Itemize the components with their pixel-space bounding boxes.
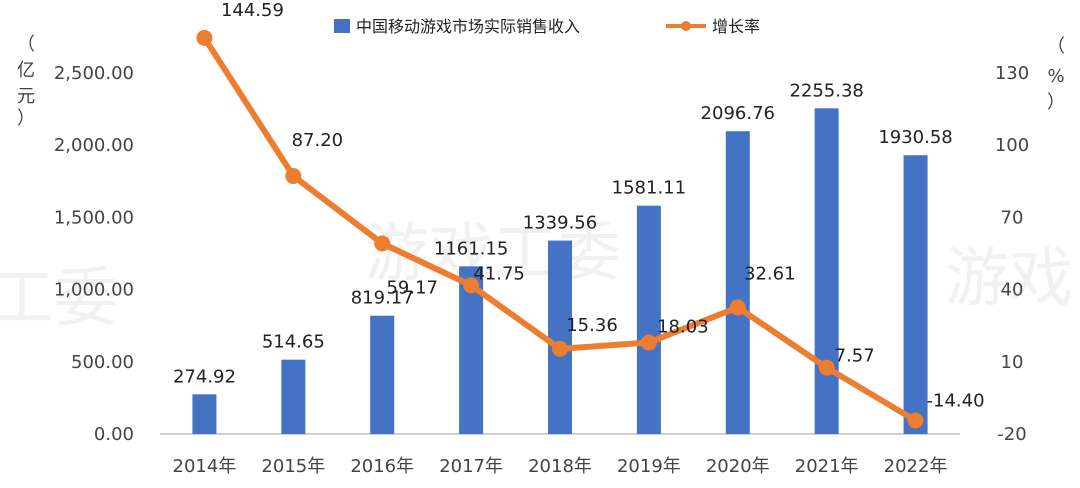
growth-rate-marker [196, 29, 213, 46]
x-axis-tick-label: 2015年 [261, 456, 325, 477]
bar-data-label: 274.92 [173, 366, 236, 387]
growth-rate-marker [907, 412, 924, 429]
right-unit-char: ） [1047, 92, 1065, 113]
line-data-label: 18.03 [657, 316, 709, 337]
line-data-label: 87.20 [292, 130, 344, 151]
growth-rate-marker [463, 277, 480, 294]
left-axis-tick-label: 2,000.00 [54, 135, 134, 156]
growth-rate-marker [374, 235, 391, 252]
bar [814, 108, 839, 435]
bar-data-label: 1339.56 [523, 213, 597, 234]
legend-label-bar: 中国移动游戏市场实际销售收入 [356, 17, 580, 36]
growth-rate-marker [818, 359, 835, 376]
left-axis-tick-label: 0.00 [94, 424, 134, 445]
left-unit-char: 亿 [17, 60, 35, 81]
line-data-label: 41.75 [473, 263, 525, 284]
left-unit-char: （ [17, 34, 35, 55]
bar [192, 394, 217, 434]
x-axis-tick-label: 2021年 [795, 456, 859, 477]
line-data-label: 144.59 [221, 0, 284, 21]
bar [370, 315, 395, 434]
bar-data-label: 1581.11 [612, 178, 686, 199]
x-axis-tick-label: 2017年 [439, 456, 503, 477]
right-axis-tick-label: -20 [997, 424, 1026, 445]
bar [548, 240, 572, 434]
left-unit-char: 元 [17, 86, 35, 107]
right-axis-unit: （ % ） [1047, 36, 1065, 113]
left-unit-char: ） [17, 108, 35, 129]
right-axis-tick-label: 100 [995, 135, 1029, 156]
left-axis-tick-label: 500.00 [71, 352, 134, 373]
plot-area: 0.00 500.00 1,000.00 1,500.00 2,000.00 2,500.… [54, 0, 1029, 477]
growth-rate-marker [552, 340, 568, 357]
x-axis-tick-label: 2018年 [528, 456, 592, 477]
watermark-left: 工委 [0, 262, 118, 336]
x-axis-tick-label: 2019年 [617, 456, 681, 477]
bar-data-label: 819.17 [351, 288, 414, 309]
bar-data-label: 1161.15 [434, 238, 508, 259]
left-axis-tick-label: 1,000.00 [54, 280, 134, 301]
watermark-layer: 游戏工委 工委 游戏 [0, 217, 1073, 336]
bar [281, 359, 306, 434]
bar-data-label: 514.65 [262, 332, 325, 353]
x-axis-tick-label: 2014年 [173, 456, 237, 477]
bar-data-label: 1930.58 [878, 127, 952, 148]
bar-data-label: 2096.76 [701, 103, 775, 124]
right-axis-tick-label: 40 [1001, 280, 1024, 301]
legend-swatch-bar [334, 19, 350, 33]
bar-data-label: 2255.38 [789, 80, 863, 101]
line-data-label: -14.40 [927, 391, 985, 412]
watermark-right: 游戏 [945, 242, 1073, 316]
right-unit-char: % [1047, 66, 1064, 87]
legend-label-line: 增长率 [712, 17, 760, 36]
legend-swatch-marker [681, 21, 691, 31]
line-data-label: 59.17 [386, 277, 438, 298]
line-data-label: 15.36 [566, 315, 618, 336]
bar [903, 155, 928, 434]
legend: 中国移动游戏市场实际销售收入 增长率 [334, 17, 760, 36]
x-axis-tick-label: 2022年 [884, 456, 948, 477]
left-axis-tick-label: 1,500.00 [54, 207, 134, 228]
left-axis-unit: （ 亿 元 ） [17, 34, 35, 129]
line-data-label: 32.61 [744, 263, 796, 284]
bar [636, 205, 661, 434]
growth-rate-marker [285, 168, 302, 185]
bar [725, 131, 750, 435]
x-axis-tick-label: 2020年 [706, 456, 770, 477]
right-axis-tick-label: 70 [1001, 207, 1024, 228]
growth-rate-marker [729, 299, 746, 316]
x-axis-tick-label: 2016年 [350, 456, 414, 477]
left-axis-tick-label: 2,500.00 [54, 63, 134, 84]
right-unit-char: （ [1047, 36, 1065, 57]
line-data-label: 7.57 [835, 346, 875, 367]
growth-rate-marker [640, 334, 657, 351]
right-axis-tick-label: 130 [995, 63, 1029, 84]
right-axis-tick-label: 10 [1001, 352, 1024, 373]
